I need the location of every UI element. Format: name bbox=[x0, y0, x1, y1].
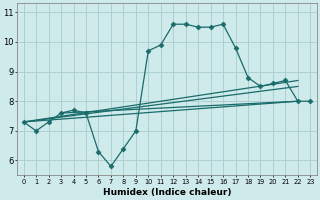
X-axis label: Humidex (Indice chaleur): Humidex (Indice chaleur) bbox=[103, 188, 231, 197]
